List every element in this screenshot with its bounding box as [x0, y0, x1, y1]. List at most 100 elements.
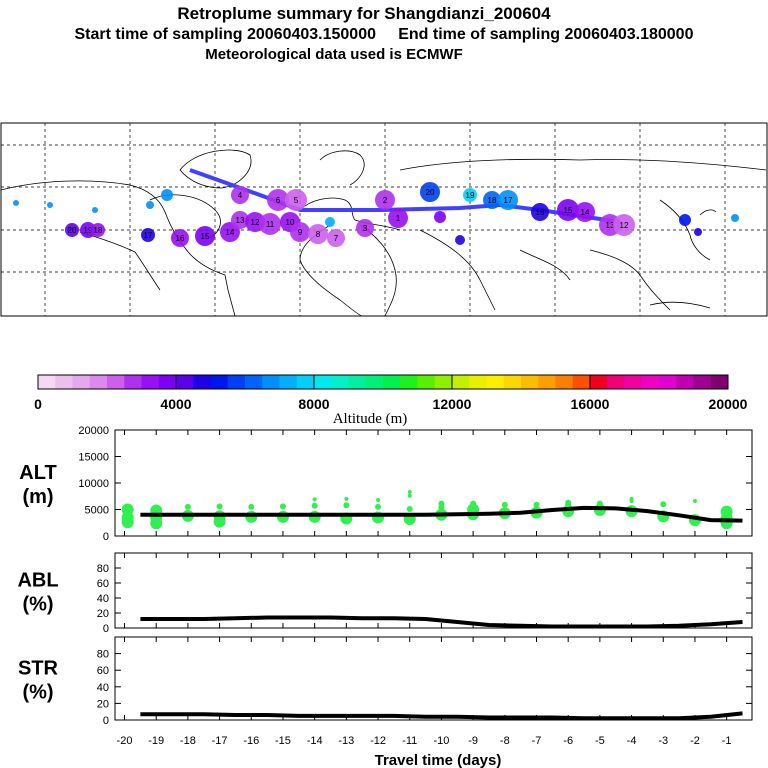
colorbar-swatch [141, 375, 160, 389]
sampling-time-text: Start time of sampling 20060403.150000 E… [74, 26, 694, 43]
x-tick-label: -10 [433, 735, 449, 747]
scatter-point [248, 503, 255, 510]
scatter-point [720, 505, 733, 518]
colorbar-swatch [227, 375, 246, 389]
scatter-point [308, 510, 321, 523]
x-tick-label: -5 [595, 735, 605, 747]
series-line [140, 711, 743, 721]
plume-marker [290, 222, 310, 242]
colorbar-swatch [365, 375, 384, 389]
plume-marker [327, 229, 345, 247]
plume-marker [531, 203, 549, 221]
plume-marker-label: 16 [536, 208, 545, 217]
colorbar-swatch [400, 375, 418, 389]
panel-frame [114, 429, 753, 537]
plume-marker [231, 186, 249, 204]
x-tick-label: -11 [402, 735, 417, 747]
y-tick-label: 5000 [85, 505, 109, 517]
x-tick-label: -12 [370, 735, 386, 747]
scatter-point [660, 501, 667, 508]
plume-marker [13, 200, 19, 206]
plume-marker [161, 189, 173, 201]
scatter-point [376, 497, 381, 502]
scatter-point [121, 516, 134, 529]
colorbar-tick-label: 0 [34, 396, 42, 412]
scatter-point [213, 515, 226, 528]
y-axis-label-line: (%) [22, 682, 53, 704]
colorbar-swatch [607, 375, 625, 389]
x-axis-label: Travel time (days) [375, 752, 502, 768]
colorbar-swatch [452, 375, 470, 389]
x-tick-label: -18 [180, 735, 196, 747]
colorbar-swatch [469, 375, 487, 389]
scatter-point [565, 499, 572, 506]
colorbar-swatch [417, 375, 436, 389]
plume-marker-label: 19 [84, 226, 93, 235]
plume-marker [356, 219, 374, 237]
x-tick-label: -19 [148, 735, 164, 747]
plume-marker [557, 199, 579, 221]
colorbar-swatch [572, 375, 591, 389]
colorbar-swatch [158, 375, 177, 389]
colorbar-swatch [641, 375, 660, 389]
colorbar-label: Altitude (m) [333, 411, 408, 427]
colorbar-swatch [296, 375, 315, 389]
plume-marker [463, 188, 477, 202]
panel-frame [114, 636, 753, 721]
plume-marker-label: 18 [94, 226, 103, 235]
colorbar-tick-label: 8000 [298, 396, 329, 412]
scatter-point [406, 505, 413, 512]
x-tick-labels: -20 -19 -18 -17 -16 -15 -14 -13 -12 -11 -10 -9 -8 -7 -… [117, 735, 732, 747]
plume-marker-label: 17 [144, 231, 153, 240]
colorbar-swatch [176, 375, 194, 389]
met-data-text: Meteorological data used is ECMWF [205, 46, 463, 63]
x-tick-label: -15 [275, 735, 291, 747]
colorbar-swatch [676, 375, 694, 389]
plume-marker-label: 15 [564, 206, 573, 215]
scatter-point [279, 503, 286, 510]
colorbar-swatch [555, 375, 574, 389]
plume-marker-label: 11 [266, 220, 275, 229]
y-axis-label-line: ABL [17, 570, 58, 592]
scatter-point [629, 496, 634, 501]
scatter-point [375, 503, 382, 510]
plume-marker-label: 1 [396, 214, 401, 223]
x-tick-label: -16 [243, 735, 259, 747]
plume-marker [141, 228, 155, 242]
colorbar-tick-label: 12000 [433, 396, 472, 412]
colorbar-swatch [486, 375, 505, 389]
colorbar-swatch [193, 375, 211, 389]
plume-marker-label: 13 [236, 216, 245, 225]
scatter-point [121, 503, 134, 516]
plume-marker-label: 7 [334, 234, 339, 243]
plume-marker [91, 223, 105, 237]
plume-marker [498, 190, 518, 210]
y-tick-label: 80 [97, 649, 109, 661]
scatter-point [596, 500, 603, 507]
colorbar-swatch [521, 375, 539, 389]
y-tick-label: 0 [103, 623, 109, 635]
plume-marker [171, 229, 189, 247]
panel-abl: 80 60 40 20 0 ABL (%) [17, 552, 753, 635]
x-tick-label: -2 [690, 735, 700, 747]
y-tick-label: 40 [97, 593, 109, 605]
plume-marker [285, 189, 307, 211]
plume-marker-label: 12 [251, 218, 260, 227]
x-tick-label: -13 [338, 735, 354, 747]
x-tick-label: -3 [658, 735, 668, 747]
y-axis-label-line: STR [18, 658, 59, 680]
y-tick-label: 15000 [78, 452, 109, 464]
map-graticule [1, 123, 767, 316]
plume-marker [731, 214, 739, 222]
colorbar-swatch [245, 375, 263, 389]
plume-marker-label: 20 [426, 188, 435, 197]
x-tick-label: -8 [500, 735, 510, 747]
plume-marker-label: 2 [383, 196, 388, 205]
plume-marker-label: 4 [238, 191, 243, 200]
colorbar-swatch [314, 375, 332, 389]
scatter-point [184, 503, 191, 510]
y-tick-label: 60 [97, 665, 109, 677]
colorbar-swatch [503, 375, 522, 389]
colorbar-tick-label: 4000 [160, 396, 191, 412]
